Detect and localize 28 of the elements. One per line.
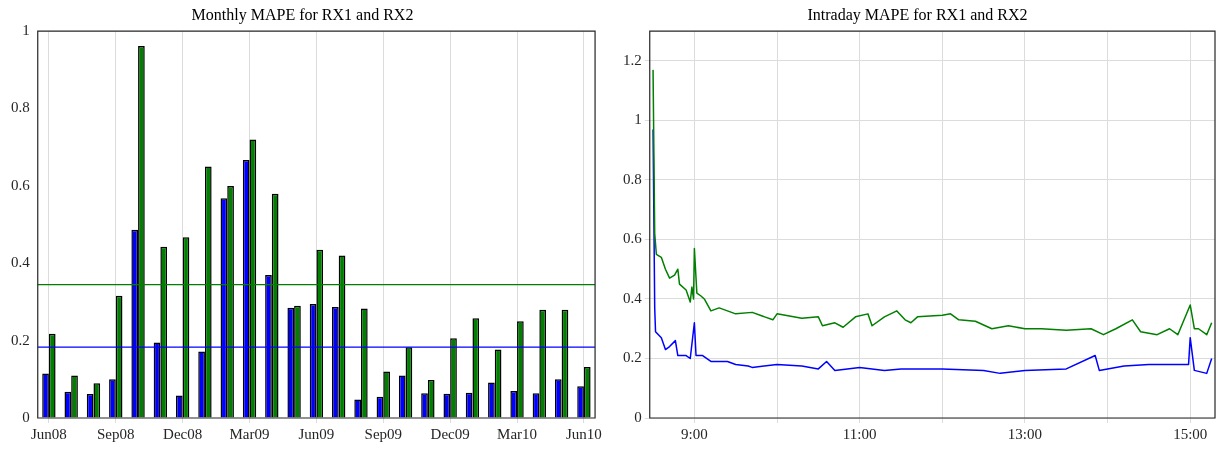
x-tick-label: Sep08 <box>97 425 135 442</box>
x-tick-label: Sep09 <box>364 425 403 442</box>
x-tick-label: Mar10 <box>497 425 538 442</box>
y-tick-label: 1 <box>634 111 642 128</box>
x-tick-label: Dec09 <box>430 425 470 442</box>
x-tick-label: Dec08 <box>163 425 203 442</box>
y-tick-label: 0.2 <box>11 331 30 348</box>
x-tick-label: 11:00 <box>842 425 877 442</box>
y-tick-label: 0.8 <box>623 170 642 187</box>
chart-title: Monthly MAPE for RX1 and RX2 <box>191 5 414 24</box>
y-tick-label: 1 <box>22 22 30 39</box>
chart-title: Intraday MAPE for RX1 and RX2 <box>807 5 1028 24</box>
y-tick-label: 1.2 <box>623 51 642 68</box>
x-tick-label: Mar09 <box>229 425 270 442</box>
y-tick-label: 0 <box>22 408 30 425</box>
y-tick-label: 0.4 <box>623 289 643 306</box>
y-tick-label: 0.2 <box>623 349 642 366</box>
y-tick-label: 0.6 <box>11 176 31 193</box>
x-tick-label: 9:00 <box>681 425 708 442</box>
y-tick-label: 0.4 <box>11 254 31 271</box>
x-tick-label: 15:00 <box>1173 425 1208 442</box>
y-tick-label: 0 <box>634 408 642 425</box>
y-tick-label: 0.8 <box>11 99 30 116</box>
y-tick-label: 0.6 <box>623 230 643 247</box>
x-tick-label: Jun09 <box>298 425 335 442</box>
x-tick-label: 13:00 <box>1007 425 1043 442</box>
x-tick-label: Jun10 <box>566 425 602 442</box>
x-tick-label: Jun08 <box>30 425 67 442</box>
